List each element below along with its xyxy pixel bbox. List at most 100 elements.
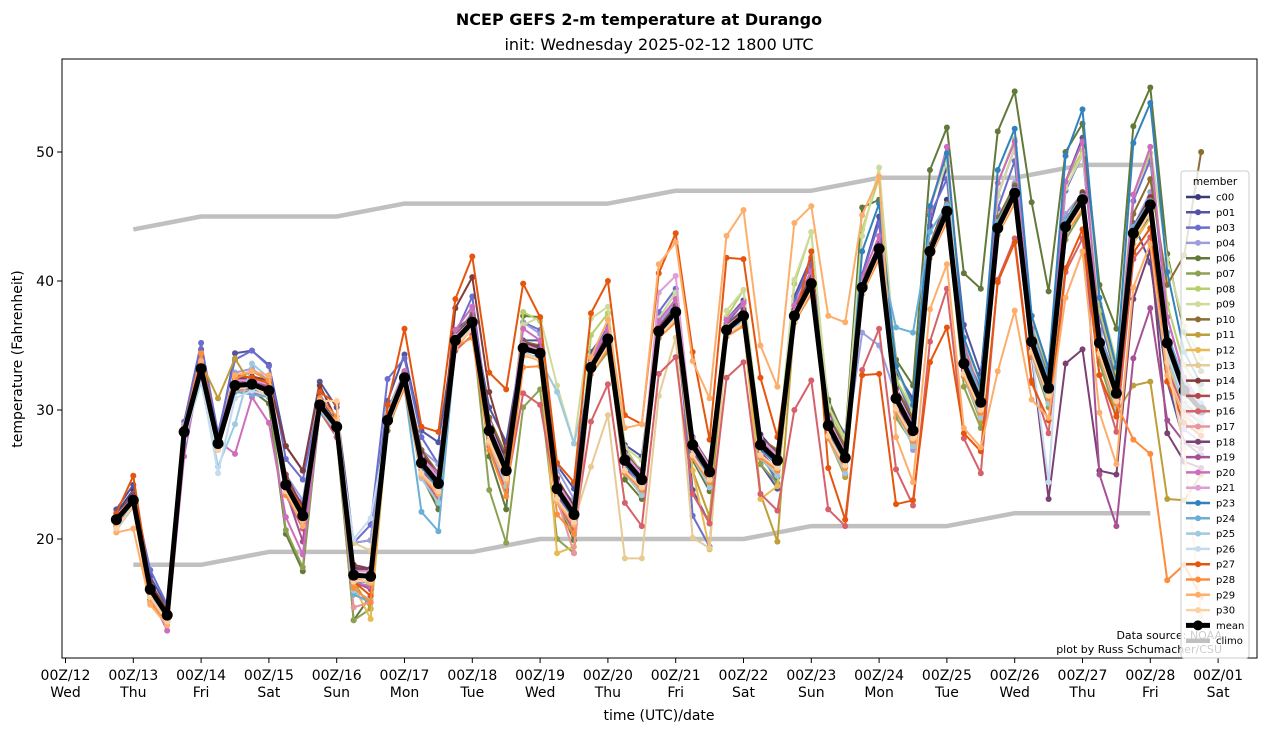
legend-marker: [1195, 530, 1201, 537]
member-point-p23: [1130, 139, 1137, 146]
x-tick-label: 00Z/26: [990, 668, 1040, 684]
member-point-p30: [893, 405, 900, 412]
legend-marker: [1195, 500, 1201, 506]
mean-point: [144, 583, 156, 595]
member-point-p11: [215, 395, 222, 402]
member-point-p28: [1130, 436, 1137, 443]
member-point-p24: [418, 508, 425, 515]
member-point-p27: [876, 370, 883, 377]
legend-label: p03: [1216, 223, 1235, 234]
mean-point: [263, 385, 275, 397]
x-tick-day-label: Sat: [257, 685, 280, 701]
member-point-p03: [299, 476, 306, 483]
member-point-p27: [604, 278, 611, 284]
mean-point: [704, 466, 716, 478]
legend-label: p30: [1216, 606, 1235, 617]
member-point-p07: [486, 486, 493, 493]
member-point-p29: [1079, 248, 1086, 255]
mean-point: [127, 494, 139, 506]
x-tick-day-label: Sun: [323, 685, 350, 701]
member-point-p20: [452, 327, 459, 334]
legend-label: p17: [1216, 422, 1235, 433]
legend-marker: [1195, 316, 1201, 323]
mean-point: [805, 278, 817, 290]
member-point-p29: [960, 425, 967, 432]
member-point-p12: [689, 467, 696, 474]
member-point-p27: [893, 501, 900, 508]
member-point-p06: [859, 204, 866, 211]
legend-marker: [1195, 392, 1201, 399]
member-point-p27: [960, 430, 967, 437]
member-point-p20: [876, 232, 883, 239]
mean-point: [1077, 194, 1088, 206]
legend-title: member: [1193, 176, 1238, 188]
legend-label: p01: [1216, 208, 1235, 219]
legend-item-p28: p28: [1186, 575, 1235, 586]
legend-item-p17: p17: [1186, 422, 1235, 433]
mean-point: [738, 310, 749, 322]
legend-marker: [1195, 255, 1201, 262]
member-point-p03: [198, 339, 205, 346]
x-tick-label: 00Z/21: [651, 668, 701, 684]
legend-label: p23: [1216, 499, 1235, 510]
member-point-p13: [638, 555, 645, 562]
member-point-p29: [926, 306, 933, 313]
member-point-p28: [350, 585, 357, 592]
x-tick-label: 00Z/19: [515, 668, 565, 684]
x-tick-label: 00Z/25: [922, 668, 972, 684]
member-point-p12: [774, 483, 781, 490]
mean-point: [687, 439, 699, 451]
member-point-p27: [757, 374, 764, 381]
member-point-p10: [1147, 176, 1154, 183]
mean-point: [873, 243, 885, 255]
legend-marker: [1195, 561, 1201, 568]
member-point-p28: [503, 493, 510, 500]
member-point-p23: [1062, 152, 1069, 159]
member-point-p17: [571, 550, 577, 557]
member-point-p30: [910, 435, 916, 442]
member-point-p29: [689, 357, 696, 364]
member-point-p29: [994, 368, 1001, 375]
member-point-p19: [1096, 471, 1103, 478]
member-point-p23: [1096, 294, 1103, 301]
member-point-p20: [1079, 138, 1086, 145]
legend-label: mean: [1216, 621, 1244, 632]
member-point-p27: [520, 280, 527, 287]
x-tick-label: 00Z/28: [1125, 668, 1175, 684]
x-tick-label: 00Z/24: [854, 668, 904, 684]
member-point-p27: [1062, 265, 1069, 272]
member-point-p06: [926, 167, 933, 174]
y-axis-label: temperature (Fahrenheit): [10, 270, 26, 447]
member-point-p20: [282, 514, 289, 521]
mean-point: [636, 474, 648, 486]
legend-item-p11: p11: [1186, 330, 1235, 341]
x-tick-day-label: Wed: [999, 685, 1030, 701]
member-point-p16: [926, 338, 933, 345]
member-point-p16: [910, 502, 916, 509]
legend-marker: [1195, 377, 1201, 384]
member-point-p04: [859, 329, 866, 336]
mean-point: [212, 438, 224, 450]
x-tick-day-label: Mon: [390, 685, 420, 701]
member-point-p29: [808, 203, 815, 210]
member-point-p29: [1062, 294, 1069, 301]
member-point-p29: [723, 232, 730, 239]
x-tick-day-label: Sun: [798, 685, 825, 701]
legend-marker: [1195, 209, 1201, 216]
member-point-p14: [316, 382, 323, 389]
legend-item-p29: p29: [1186, 590, 1235, 601]
member-point-p16: [706, 520, 713, 527]
legend-item-climo: climo: [1186, 636, 1243, 647]
legend-marker: [1195, 438, 1201, 445]
mean-point: [1026, 336, 1038, 348]
mean-point: [161, 609, 173, 621]
member-point-p09: [740, 287, 747, 294]
member-point-p17: [350, 604, 357, 611]
member-point-p13: [621, 555, 628, 562]
member-point-p29: [587, 354, 594, 361]
legend-label: p20: [1216, 468, 1235, 479]
legend-label: p10: [1216, 315, 1235, 326]
member-point-p28: [198, 350, 205, 357]
mean-point: [297, 510, 309, 522]
member-point-p27: [316, 388, 323, 395]
